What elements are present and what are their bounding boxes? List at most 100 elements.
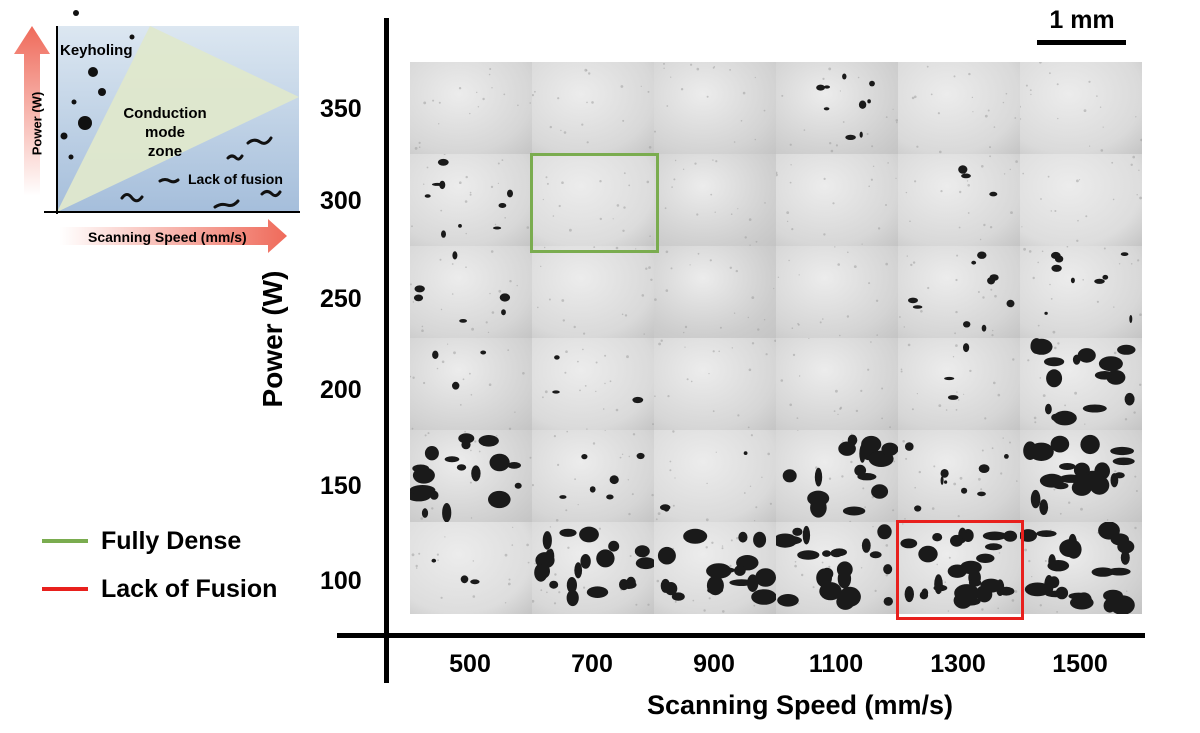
porosity-marks	[780, 338, 891, 429]
porosity-marks	[414, 68, 531, 150]
micrograph-p250-v900	[654, 246, 776, 338]
micrograph-p200-v500	[410, 338, 532, 430]
x-tick-1500: 1500	[1052, 650, 1108, 678]
legend-fully-dense-swatch	[42, 539, 88, 543]
legend-lack-of-fusion-swatch	[42, 587, 88, 591]
porosity-marks	[1023, 434, 1138, 521]
porosity-marks	[902, 437, 1018, 520]
main-y-axis-line	[384, 18, 389, 683]
micrograph-p100-v700	[532, 522, 654, 614]
micrograph-p100-v900	[654, 522, 776, 614]
micrograph-p250-v1300	[898, 246, 1020, 338]
porosity-marks	[532, 430, 654, 522]
x-tick-700: 700	[571, 650, 613, 678]
micrograph-p100-v1300	[898, 522, 1020, 614]
porosity-marks	[905, 155, 1018, 241]
porosity-marks	[411, 526, 530, 604]
micrograph-p350-v500	[410, 62, 532, 154]
micrograph-p200-v700	[532, 338, 654, 430]
conduction-zone	[57, 26, 299, 212]
micrograph-p300-v500	[410, 154, 532, 246]
micrograph-p150-v1500	[1020, 430, 1142, 522]
porosity-marks	[656, 528, 776, 613]
inset-conduction-line-1: Conduction mode	[123, 105, 207, 141]
x-tick-900: 900	[693, 650, 735, 678]
porosity-marks	[532, 526, 654, 607]
porosity-marks	[1020, 522, 1137, 614]
porosity-marks	[776, 162, 897, 245]
speed-arrow	[60, 219, 287, 253]
x-tick-1300: 1300	[930, 650, 986, 678]
process-window-inset: Keyholing Conduction mode zone Lack of f…	[0, 0, 310, 260]
porosity-marks	[1027, 338, 1142, 426]
porosity-marks	[1021, 155, 1142, 242]
porosity-marks	[900, 523, 1018, 612]
micrograph-p350-v1100	[776, 62, 898, 154]
porosity-marks	[537, 246, 653, 335]
porosity-marks	[900, 343, 1015, 420]
y-tick-350: 350	[320, 95, 362, 123]
porosity-marks	[655, 430, 772, 522]
y-tick-150: 150	[320, 472, 362, 500]
y-axis-title: Power (W)	[257, 270, 288, 408]
inset-conduction-label: Conduction mode zone	[110, 104, 220, 161]
micrograph-p250-v500	[410, 246, 532, 338]
legend-lack-of-fusion-label: Lack of Fusion	[101, 575, 278, 603]
porosity-marks	[654, 250, 775, 334]
porosity-marks	[899, 251, 1015, 337]
micrograph-p150-v500	[410, 430, 532, 522]
porosity-marks	[654, 62, 766, 143]
micrograph-p100-v1100	[776, 522, 898, 614]
micrograph-p250-v1100	[776, 246, 898, 338]
micrograph-p200-v1100	[776, 338, 898, 430]
micrograph-p150-v1100	[776, 430, 898, 522]
porosity-marks	[1020, 62, 1142, 152]
inset-graphic	[14, 10, 300, 253]
porosity-marks	[410, 430, 532, 522]
porosity-marks	[776, 524, 893, 610]
porosity-marks	[664, 159, 766, 246]
inset-x-label: Scanning Speed (mm/s)	[88, 229, 247, 245]
micrograph-p300-v1100	[776, 154, 898, 246]
porosity-marks	[911, 65, 1017, 154]
y-tick-250: 250	[320, 285, 362, 313]
micrograph-p250-v700	[532, 246, 654, 338]
micrograph-p350-v1300	[898, 62, 1020, 154]
micrograph-p300-v700	[532, 154, 654, 246]
micrograph-p300-v1500	[1020, 154, 1142, 246]
porosity-marks	[782, 430, 898, 522]
micrograph-p100-v500	[410, 522, 532, 614]
y-tick-300: 300	[320, 187, 362, 215]
fully-dense-highlight	[530, 153, 659, 253]
porosity-marks	[411, 154, 530, 238]
micrograph-p100-v1500	[1020, 522, 1142, 614]
micrograph-grid	[410, 62, 1142, 614]
porosity-marks	[410, 250, 518, 334]
micrograph-p150-v700	[532, 430, 654, 522]
porosity-marks	[1023, 246, 1142, 334]
porosity-marks	[532, 68, 652, 149]
porosity-marks	[410, 343, 525, 430]
scale-bar	[1037, 40, 1126, 45]
micrograph-p150-v900	[654, 430, 776, 522]
inset-keyholing-label: Keyholing	[60, 42, 133, 59]
legend-fully-dense-label: Fully Dense	[101, 527, 242, 555]
porosity-marks	[542, 348, 654, 430]
porosity-marks	[781, 67, 898, 153]
inset-conduction-line-2: zone	[147, 143, 183, 160]
lof-defects	[120, 136, 282, 209]
inset-lof-label: Lack of fusion	[188, 171, 283, 187]
y-tick-100: 100	[320, 567, 362, 595]
keyhole-pores	[60, 10, 135, 160]
micrograph-p300-v1300	[898, 154, 1020, 246]
porosity-marks	[777, 246, 888, 337]
power-arrow	[14, 26, 50, 196]
x-tick-500: 500	[449, 650, 491, 678]
porosity-marks	[542, 154, 651, 237]
micrograph-p350-v900	[654, 62, 776, 154]
y-tick-200: 200	[320, 376, 362, 404]
x-tick-1100: 1100	[808, 650, 864, 678]
micrograph-p350-v1500	[1020, 62, 1142, 154]
porosity-marks	[654, 339, 776, 429]
micrograph-p200-v1300	[898, 338, 1020, 430]
